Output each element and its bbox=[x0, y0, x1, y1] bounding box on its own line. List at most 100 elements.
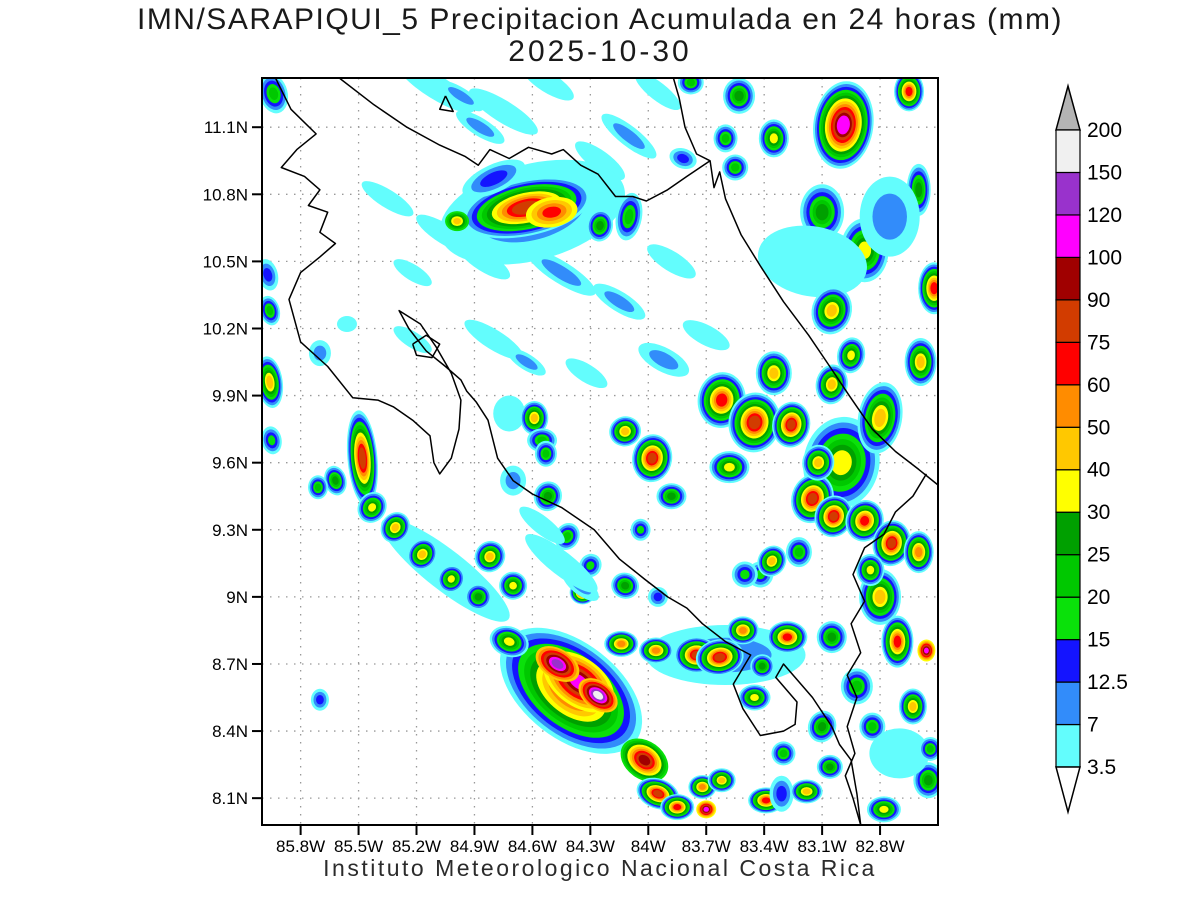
precip-cell-ring bbox=[635, 78, 681, 111]
precip-cell-ring bbox=[485, 552, 494, 561]
x-axis-label: 85.8W bbox=[276, 837, 325, 856]
x-axis-label: 85.2W bbox=[392, 837, 441, 856]
precip-cell-ring bbox=[716, 393, 728, 407]
precip-cell-ring bbox=[677, 153, 689, 164]
precip-cell-ring bbox=[617, 640, 626, 648]
x-axis-label: 84.3W bbox=[566, 837, 615, 856]
precip-cell-ring bbox=[794, 547, 804, 557]
colorbar-label: 60 bbox=[1087, 374, 1110, 397]
precip-cell-ring bbox=[757, 225, 867, 298]
precip-cell-ring bbox=[836, 115, 850, 135]
colorbar-segment bbox=[1055, 129, 1081, 174]
precip-cell-ring bbox=[266, 305, 274, 316]
precip-cell-ring bbox=[314, 483, 322, 492]
coastline-segment bbox=[844, 473, 928, 825]
precip-cell-ring bbox=[453, 217, 461, 225]
precip-cell-ring bbox=[624, 209, 634, 225]
precip-cell-ring bbox=[923, 647, 929, 654]
precip-cell-ring bbox=[721, 133, 730, 143]
precip-cell-ring bbox=[393, 259, 432, 287]
colorbar-segment bbox=[1055, 384, 1081, 428]
precip-cell-ring bbox=[480, 170, 508, 187]
precip-cell-ring bbox=[866, 565, 875, 575]
colorbar-label: 90 bbox=[1087, 289, 1110, 312]
colorbar-label: 40 bbox=[1087, 459, 1110, 482]
colorbar-segment bbox=[1055, 681, 1081, 726]
precip-cell-ring bbox=[916, 355, 925, 369]
coastline-segment bbox=[274, 78, 862, 825]
colorbar-label: 120 bbox=[1087, 204, 1122, 227]
colorbar-segment bbox=[1055, 341, 1081, 386]
y-axis-label: 9.6N bbox=[212, 454, 248, 473]
precip-cell-ring bbox=[448, 87, 474, 105]
colorbar-label: 25 bbox=[1087, 544, 1110, 567]
precip-cell-ring bbox=[636, 525, 645, 534]
chart-date: 2025-10-30 bbox=[508, 35, 692, 68]
colorbar-label: 30 bbox=[1087, 501, 1110, 524]
precip-cell-ring bbox=[779, 749, 788, 758]
precip-cell-ring bbox=[647, 244, 696, 279]
colorbar-segment bbox=[1055, 426, 1081, 471]
precip-cell-ring bbox=[915, 182, 923, 198]
y-axis-label: 9.9N bbox=[212, 387, 248, 406]
axes-layer: 11.1N 10.8N 10.5N 10.2N 9.9N 9.6N 9.3N 9N 8.7N 8.… bbox=[203, 118, 905, 856]
precip-cell-ring bbox=[266, 375, 274, 389]
x-axis-label: 83.1W bbox=[798, 837, 847, 856]
x-axis-label: 82.8W bbox=[855, 837, 904, 856]
y-axis-label: 8.1N bbox=[212, 789, 248, 808]
x-axis-label: 83.4W bbox=[740, 837, 789, 856]
coastline-segment bbox=[338, 78, 711, 202]
precip-cell-ring bbox=[860, 515, 870, 526]
precip-cell-ring bbox=[565, 358, 608, 389]
y-axis-label: 8.7N bbox=[212, 655, 248, 674]
precip-cell-ring bbox=[758, 662, 766, 670]
precip-cell-ring bbox=[268, 87, 279, 100]
precip-cell-ring bbox=[418, 550, 427, 559]
precip-cell-ring bbox=[543, 491, 552, 501]
precip-cell-ring bbox=[731, 163, 740, 172]
colorbar-label: 150 bbox=[1087, 161, 1122, 184]
precip-cell-ring bbox=[826, 763, 834, 771]
precip-cell-ring bbox=[827, 632, 837, 642]
colorbar-segment bbox=[1055, 171, 1081, 216]
coastline-segment bbox=[672, 78, 938, 486]
precip-cell-ring bbox=[447, 575, 455, 583]
precip-cell-ring bbox=[723, 462, 735, 472]
precip-cell-ring bbox=[782, 633, 793, 641]
colorbar-label: 50 bbox=[1087, 416, 1110, 439]
precip-cell-ring bbox=[827, 379, 836, 390]
precip-cell-ring bbox=[464, 319, 524, 360]
colorbar-overflow-arrow bbox=[1055, 83, 1081, 131]
precip-cell-ring bbox=[673, 804, 682, 811]
precip-cell-ring bbox=[909, 701, 917, 712]
y-axis-label: 10.2N bbox=[203, 319, 248, 338]
precip-cell-ring bbox=[769, 133, 778, 144]
x-axis-label: 85.5W bbox=[334, 837, 383, 856]
y-axis-label: 9.3N bbox=[212, 521, 248, 540]
colorbar-label: 12.5 bbox=[1087, 671, 1128, 694]
colorbar-label: 20 bbox=[1087, 586, 1110, 609]
x-axis-label: 84.9W bbox=[450, 837, 499, 856]
precip-cell-ring bbox=[776, 785, 787, 802]
x-axis-label: 84.6W bbox=[508, 837, 557, 856]
precip-cell-ring bbox=[361, 181, 414, 217]
precip-cell-ring bbox=[621, 581, 630, 590]
precip-cell-ring bbox=[905, 86, 913, 97]
colorbar-segment bbox=[1055, 638, 1081, 683]
precip-cell-ring bbox=[653, 592, 663, 602]
precip-cell-ring bbox=[263, 268, 273, 282]
colorbar-segment bbox=[1055, 511, 1081, 556]
precip-cell-ring bbox=[869, 728, 930, 779]
precip-cell-ring bbox=[596, 220, 604, 231]
x-axis-label: 83.7W bbox=[682, 837, 731, 856]
colorbar-label: 7 bbox=[1087, 714, 1099, 737]
precip-cell-ring bbox=[647, 452, 657, 464]
precip-cell-ring bbox=[879, 805, 889, 813]
colorbar-segment bbox=[1055, 469, 1081, 513]
colorbar-segment bbox=[1055, 554, 1081, 598]
precip-cell-ring bbox=[651, 647, 661, 654]
coastline-segment bbox=[411, 334, 441, 359]
precip-cell-ring bbox=[542, 449, 550, 458]
precip-cell-ring bbox=[740, 569, 750, 580]
precip-cell-ring bbox=[768, 557, 776, 566]
